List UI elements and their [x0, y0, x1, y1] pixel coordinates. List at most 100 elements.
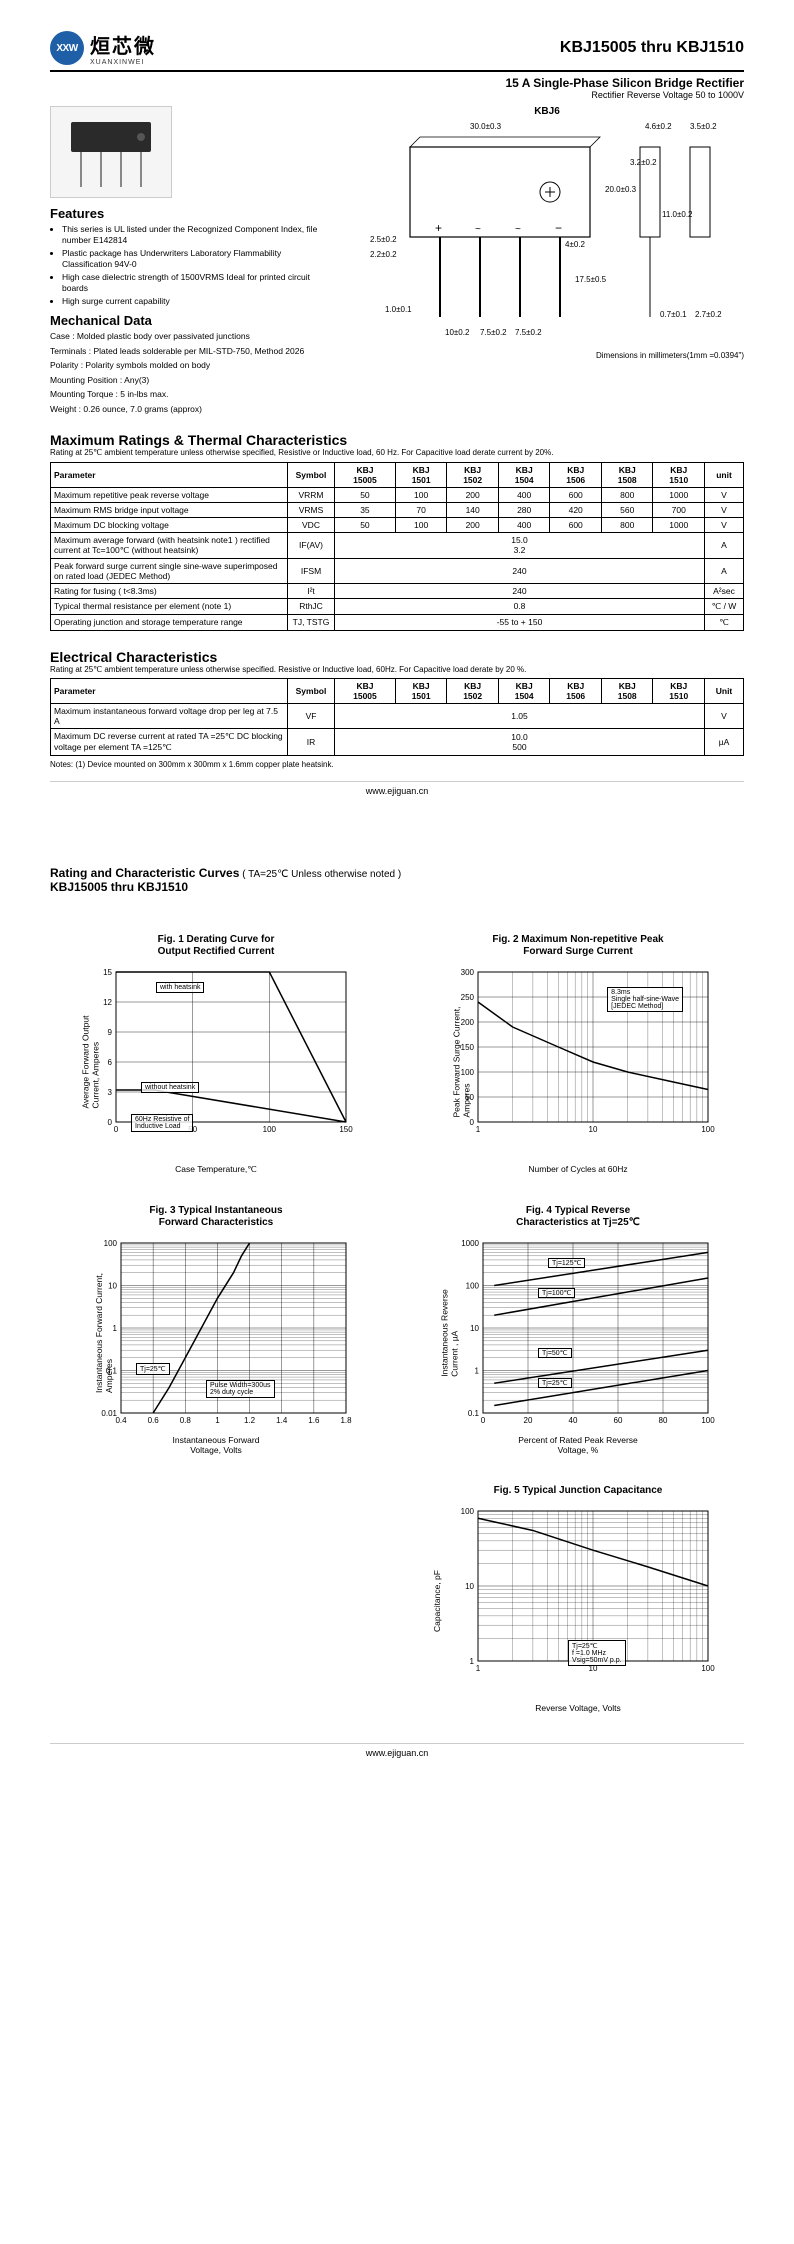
svg-text:~: ~	[515, 224, 521, 235]
page-title: KBJ15005 thru KBJ1510	[560, 39, 744, 57]
svg-text:0: 0	[108, 1118, 113, 1127]
svg-text:1000: 1000	[461, 1239, 479, 1248]
fig3-chart: Fig. 3 Typical Instantaneous Forward Cha…	[50, 1205, 382, 1455]
ratings-note: Rating at 25℃ ambient temperature unless…	[50, 448, 744, 458]
svg-text:1.4: 1.4	[276, 1416, 288, 1425]
logo-mark: XXW	[50, 31, 84, 65]
curves-heading: Rating and Characteristic Curves ( TA=25…	[50, 866, 744, 880]
features-heading: Features	[50, 206, 330, 221]
curves-subheading: KBJ15005 thru KBJ1510	[50, 880, 744, 894]
mechanical-heading: Mechanical Data	[50, 313, 330, 328]
dimension-drawing: + ~ ~ − 30.0±0.3 20.0±0.3 3.2±	[350, 117, 744, 347]
fig1-chart: Fig. 1 Derating Curve for Output Rectifi…	[50, 934, 382, 1175]
svg-text:1: 1	[470, 1657, 475, 1666]
svg-text:20: 20	[524, 1416, 533, 1425]
mechanical-case: Case : Molded plastic body over passivat…	[50, 331, 330, 342]
logo: XXW 烜芯微 XUANXINWEI	[50, 30, 156, 66]
svg-text:7.5±0.2: 7.5±0.2	[480, 328, 507, 337]
svg-text:0: 0	[481, 1416, 486, 1425]
svg-text:10: 10	[470, 1324, 479, 1333]
svg-text:1: 1	[476, 1125, 481, 1134]
svg-text:1.8: 1.8	[340, 1416, 352, 1425]
svg-text:3.5±0.2: 3.5±0.2	[690, 122, 717, 131]
svg-text:0.4: 0.4	[115, 1416, 127, 1425]
feature-item: Plastic package has Underwriters Laborat…	[62, 248, 330, 271]
svg-text:12: 12	[103, 998, 112, 1007]
mechanical-mounting-pos: Mounting Position : Any(3)	[50, 375, 330, 386]
fig2-chart: Fig. 2 Maximum Non-repetitive Peak Forwa…	[412, 934, 744, 1175]
svg-text:10: 10	[465, 1582, 474, 1591]
electrical-note: Rating at 25℃ ambient temperature unless…	[50, 665, 744, 675]
feature-item: High surge current capability	[62, 296, 330, 307]
svg-text:17.5±0.5: 17.5±0.5	[575, 275, 607, 284]
footer-url-2: www.ejiguan.cn	[50, 1743, 744, 1758]
svg-text:7.5±0.2: 7.5±0.2	[515, 328, 542, 337]
svg-text:1: 1	[215, 1416, 220, 1425]
svg-text:0.8: 0.8	[180, 1416, 192, 1425]
package-label: KBJ6	[350, 106, 744, 117]
svg-text:9: 9	[108, 1028, 113, 1037]
svg-text:40: 40	[569, 1416, 578, 1425]
fig5-chart: Fig. 5 Typical Junction Capacitance Capa…	[412, 1485, 744, 1713]
svg-text:−: −	[555, 221, 562, 235]
svg-text:20.0±0.3: 20.0±0.3	[605, 185, 637, 194]
svg-text:~: ~	[475, 224, 481, 235]
svg-text:1.6: 1.6	[308, 1416, 320, 1425]
svg-text:2.2±0.2: 2.2±0.2	[370, 250, 397, 259]
svg-text:100: 100	[263, 1125, 277, 1134]
logo-english: XUANXINWEI	[90, 59, 156, 66]
svg-text:100: 100	[466, 1282, 480, 1291]
svg-text:80: 80	[659, 1416, 668, 1425]
svg-text:250: 250	[461, 993, 475, 1002]
svg-text:100: 100	[461, 1507, 475, 1516]
dimension-note: Dimensions in millimeters(1mm =0.0394")	[350, 351, 744, 360]
ratings-heading: Maximum Ratings & Thermal Characteristic…	[50, 432, 744, 448]
svg-text:1.0±0.1: 1.0±0.1	[385, 305, 412, 314]
svg-text:6: 6	[108, 1058, 113, 1067]
svg-text:4.6±0.2: 4.6±0.2	[645, 122, 672, 131]
svg-text:30.0±0.3: 30.0±0.3	[470, 122, 502, 131]
svg-text:100: 100	[104, 1239, 118, 1248]
svg-text:60: 60	[614, 1416, 623, 1425]
svg-text:2.5±0.2: 2.5±0.2	[370, 235, 397, 244]
svg-text:1: 1	[476, 1664, 481, 1673]
subtitle: 15 A Single-Phase Silicon Bridge Rectifi…	[50, 76, 744, 90]
electrical-table: ParameterSymbolKBJ15005KBJ1501KBJ1502KBJ…	[50, 678, 744, 756]
mechanical-terminals: Terminals : Plated leads solderable per …	[50, 346, 330, 357]
mechanical-torque: Mounting Torque : 5 in-lbs max.	[50, 389, 330, 400]
electrical-footnote: Notes: (1) Device mounted on 300mm x 300…	[50, 760, 744, 769]
svg-text:100: 100	[701, 1416, 715, 1425]
svg-text:11.0±0.2: 11.0±0.2	[662, 210, 693, 219]
svg-text:+: +	[435, 221, 442, 235]
svg-text:1.2: 1.2	[244, 1416, 256, 1425]
subtitle-voltage: Rectifier Reverse Voltage 50 to 1000V	[50, 90, 744, 100]
electrical-heading: Electrical Characteristics	[50, 649, 744, 665]
svg-text:10: 10	[589, 1125, 598, 1134]
svg-text:2.7±0.2: 2.7±0.2	[695, 310, 722, 319]
svg-text:0.6: 0.6	[148, 1416, 160, 1425]
product-image	[50, 106, 172, 198]
svg-text:1: 1	[475, 1367, 480, 1376]
svg-text:3.2±0.2: 3.2±0.2	[630, 158, 657, 167]
fig4-chart: Fig. 4 Typical Reverse Characteristics a…	[412, 1205, 744, 1455]
mechanical-polarity: Polarity : Polarity symbols molded on bo…	[50, 360, 330, 371]
features-list: This series is UL listed under the Recog…	[50, 224, 330, 307]
footer-url: www.ejiguan.cn	[50, 781, 744, 796]
feature-item: High case dielectric strength of 1500VRM…	[62, 272, 330, 295]
svg-text:15: 15	[103, 968, 112, 977]
svg-text:3: 3	[108, 1088, 113, 1097]
svg-text:4±0.2: 4±0.2	[565, 240, 586, 249]
svg-text:0: 0	[114, 1125, 119, 1134]
svg-text:10±0.2: 10±0.2	[445, 328, 470, 337]
svg-text:0.01: 0.01	[101, 1409, 117, 1418]
header-rule	[50, 70, 744, 72]
header: XXW 烜芯微 XUANXINWEI KBJ15005 thru KBJ1510	[50, 30, 744, 66]
svg-text:0: 0	[470, 1118, 475, 1127]
feature-item: This series is UL listed under the Recog…	[62, 224, 330, 247]
svg-text:0.7±0.1: 0.7±0.1	[660, 310, 687, 319]
svg-text:0.1: 0.1	[468, 1409, 480, 1418]
svg-text:300: 300	[461, 968, 475, 977]
svg-text:100: 100	[701, 1664, 715, 1673]
logo-chinese: 烜芯微	[90, 30, 156, 59]
svg-text:100: 100	[701, 1125, 715, 1134]
